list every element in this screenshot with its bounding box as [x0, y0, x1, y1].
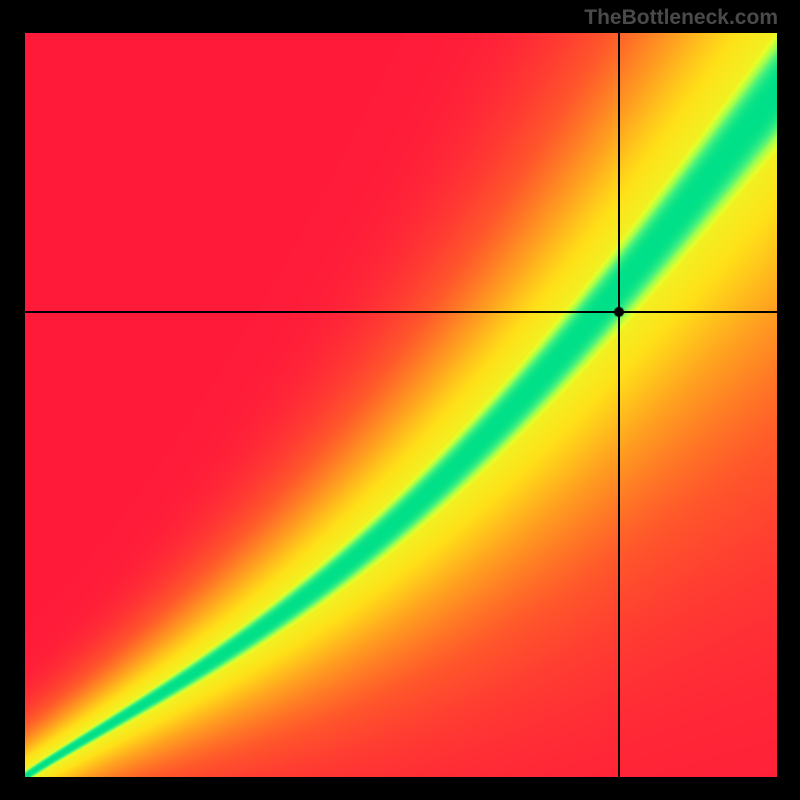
watermark-text: TheBottleneck.com: [584, 6, 778, 30]
crosshair-horizontal: [25, 311, 777, 313]
bottleneck-heatmap: [25, 33, 777, 777]
crosshair-vertical: [618, 33, 620, 777]
crosshair-marker: [613, 306, 625, 318]
